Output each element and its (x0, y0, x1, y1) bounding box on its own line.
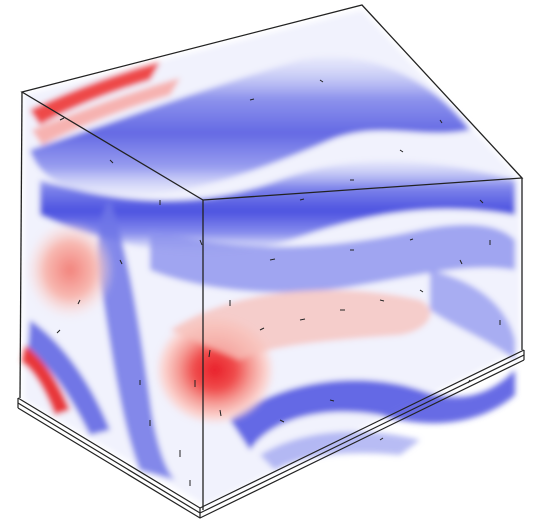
box-edge (20, 92, 22, 398)
contour-field (22, 10, 520, 505)
flow-visualization (0, 0, 537, 527)
page (0, 0, 537, 527)
red-region (25, 220, 115, 320)
